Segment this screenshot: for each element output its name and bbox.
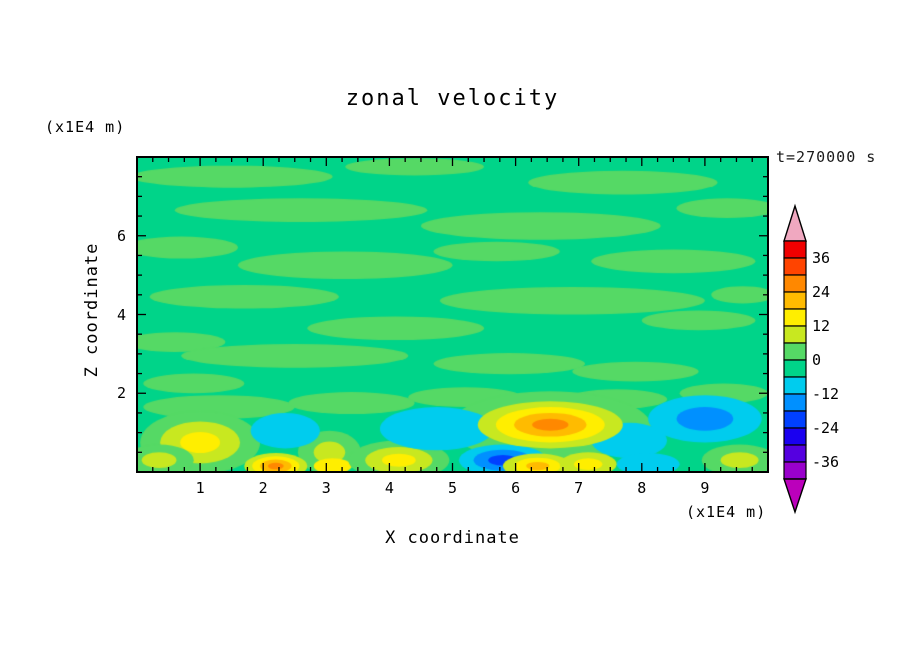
colorbar-band <box>783 359 807 378</box>
colorbar-band <box>783 427 807 446</box>
plot-title: zonal velocity <box>345 86 560 111</box>
colorbar-band <box>783 444 807 463</box>
x-tick-label: 8 <box>637 479 647 497</box>
colorbar-tick-label: 0 <box>812 351 822 369</box>
x-axis-title: X coordinate <box>385 528 520 548</box>
colorbar-band <box>783 461 807 480</box>
colorbar-band <box>783 240 807 259</box>
colorbar-arrow-bottom <box>783 478 807 515</box>
colorbar-tick-label: -12 <box>812 385 840 403</box>
colorbar-band <box>783 325 807 344</box>
x-axis-unit-label: (x1E4 m) <box>686 503 767 521</box>
colorbar-band <box>783 410 807 429</box>
contour-field <box>137 157 768 472</box>
colorbar-tick-label: -36 <box>812 453 840 471</box>
y-axis-unit-label: (x1E4 m) <box>45 118 126 136</box>
x-tick-label: 2 <box>258 479 268 497</box>
colorbar-tick-label: 12 <box>812 317 831 335</box>
colorbar-band <box>783 376 807 395</box>
colorbar-band <box>783 342 807 361</box>
y-tick-label: 2 <box>116 384 126 403</box>
x-tick-label: 5 <box>447 479 458 497</box>
colorbar-band <box>783 308 807 327</box>
colorbar-band <box>783 257 807 276</box>
colorbar-band <box>783 291 807 310</box>
colorbar-band <box>783 274 807 293</box>
x-tick-label: 6 <box>511 479 521 497</box>
y-tick-label: 6 <box>116 226 126 245</box>
time-annotation: t=270000 s <box>776 148 877 166</box>
x-tick-label: 1 <box>195 479 205 497</box>
colorbar-tick-label: 24 <box>812 283 831 301</box>
colorbar-arrow-top <box>783 203 807 242</box>
colorbar-tick-label: 36 <box>812 249 831 267</box>
x-tick-label: 9 <box>700 479 710 497</box>
colorbar-tick-label: -24 <box>812 419 840 437</box>
x-tick-label: 7 <box>574 479 584 497</box>
y-tick-label: 4 <box>116 305 126 324</box>
x-tick-label: 3 <box>321 479 331 497</box>
x-tick-label: 4 <box>384 479 394 497</box>
colorbar-band <box>783 393 807 412</box>
